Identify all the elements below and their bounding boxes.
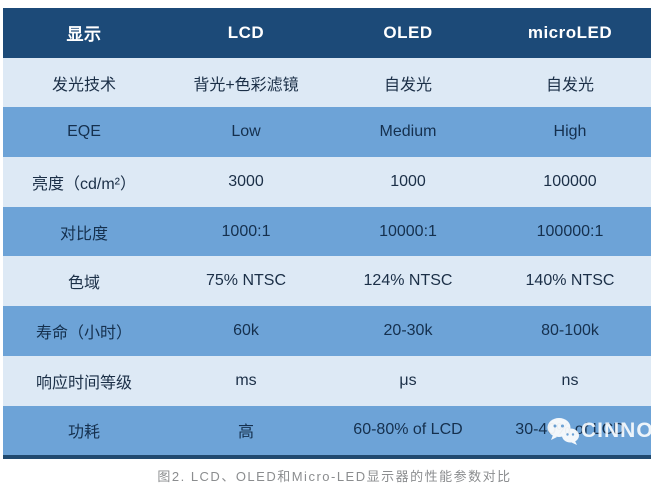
table-cell: 3000 xyxy=(165,157,327,207)
table-row-color-gamut: 色域 75% NTSC 124% NTSC 140% NTSC xyxy=(3,256,651,307)
column-header-oled: OLED xyxy=(327,8,489,58)
table-cell: μs xyxy=(327,355,489,406)
row-label: 功耗 xyxy=(3,405,165,458)
table-cell: 20-30k xyxy=(327,306,489,356)
table-row-brightness: 亮度（cd/m²） 3000 1000 100000 xyxy=(3,157,651,207)
table-cell: 自发光 xyxy=(489,57,651,108)
table-cell: 1000 xyxy=(327,157,489,207)
table-cell: Low xyxy=(165,107,327,158)
table-row-eqe: EQE Low Medium High xyxy=(3,107,651,158)
row-label: 亮度（cd/m²） xyxy=(3,157,165,207)
table-cell: 1000:1 xyxy=(165,206,327,257)
table-cell: 100000:1 xyxy=(489,206,651,257)
table-cell: 自发光 xyxy=(327,57,489,108)
table-cell: 60-80% of LCD xyxy=(327,405,489,458)
display-comparison-table: 显示 LCD OLED microLED 发光技术 背光+色彩滤镜 自发光 自发… xyxy=(3,8,651,460)
table-row-lifetime: 寿命（小时） 60k 20-30k 80-100k xyxy=(3,306,651,356)
table-cell: 10000:1 xyxy=(327,206,489,257)
table-row-response-time: 响应时间等级 ms μs ns xyxy=(3,355,651,406)
table-cell: ms xyxy=(165,355,327,406)
table-cell: High xyxy=(489,107,651,158)
table-header: 显示 LCD OLED microLED xyxy=(3,8,651,58)
table-row-contrast: 对比度 1000:1 10000:1 100000:1 xyxy=(3,206,651,257)
row-label: EQE xyxy=(3,107,165,158)
table-cell: Medium xyxy=(327,107,489,158)
row-label: 响应时间等级 xyxy=(3,355,165,406)
row-label: 发光技术 xyxy=(3,57,165,108)
table-cell: 75% NTSC xyxy=(165,256,327,307)
table-cell: 30-40% of LCD xyxy=(489,405,651,458)
row-label: 色域 xyxy=(3,256,165,307)
table-cell: 100000 xyxy=(489,157,651,207)
table-cell: 140% NTSC xyxy=(489,256,651,307)
table-cell: 背光+色彩滤镜 xyxy=(165,57,327,108)
row-label: 寿命（小时） xyxy=(3,306,165,356)
table-cell: 80-100k xyxy=(489,306,651,356)
table-cell: ns xyxy=(489,355,651,406)
table-body: 发光技术 背光+色彩滤镜 自发光 自发光 EQE Low Medium High… xyxy=(3,57,651,458)
column-header-display: 显示 xyxy=(3,8,165,58)
figure-caption: 图2. LCD、OLED和Micro-LED显示器的性能参数对比 xyxy=(157,469,512,484)
comparison-table-container: 显示 LCD OLED microLED 发光技术 背光+色彩滤镜 自发光 自发… xyxy=(3,8,651,460)
table-cell: 60k xyxy=(165,306,327,356)
table-cell: 124% NTSC xyxy=(327,256,489,307)
table-row-power-consumption: 功耗 高 60-80% of LCD 30-40% of LCD xyxy=(3,405,651,458)
column-header-microled: microLED xyxy=(489,8,651,58)
table-row-emission-tech: 发光技术 背光+色彩滤镜 自发光 自发光 xyxy=(3,57,651,108)
column-header-lcd: LCD xyxy=(165,8,327,58)
row-label: 对比度 xyxy=(3,206,165,257)
table-cell: 高 xyxy=(165,405,327,458)
header-row: 显示 LCD OLED microLED xyxy=(3,8,651,58)
